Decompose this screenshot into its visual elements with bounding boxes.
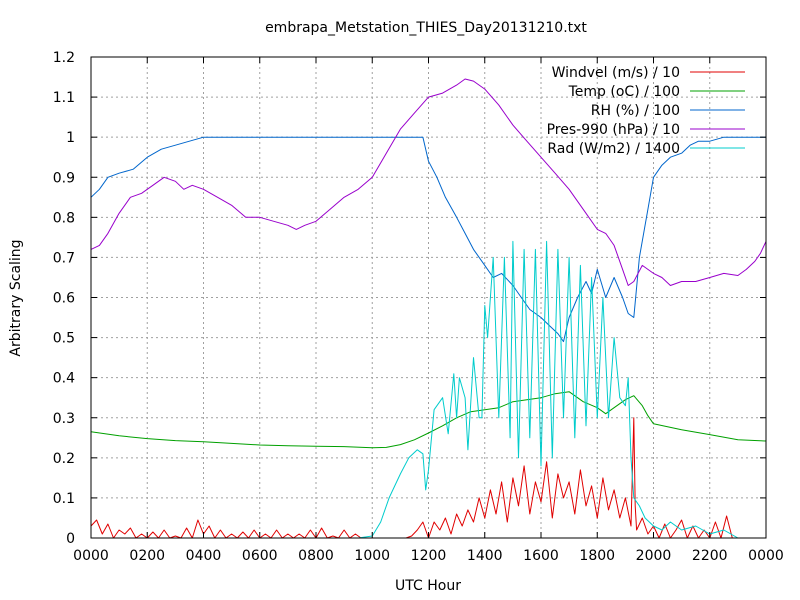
series-line-3 (90, 78, 767, 286)
series-line-0 (90, 417, 766, 539)
legend-label: Temp (oC) / 100 (568, 84, 680, 100)
x-tick-label: 0000 (748, 548, 784, 564)
y-tick-label: 0.8 (53, 210, 75, 226)
x-tick-label: 1000 (354, 548, 390, 564)
y-tick-label: 1.1 (53, 90, 75, 106)
y-tick-label: 0.6 (53, 291, 75, 307)
x-tick-label: 2000 (636, 548, 672, 564)
x-tick-label: 1200 (411, 548, 447, 564)
series-line-2 (90, 136, 766, 343)
series-line-1 (90, 391, 767, 449)
x-tick-label: 1400 (467, 548, 503, 564)
x-tick-label: 2200 (692, 548, 728, 564)
y-tick-label: 0.1 (53, 491, 75, 507)
x-tick-label: 0000 (73, 548, 109, 564)
ticks (90, 56, 767, 539)
series-line-4 (91, 240, 766, 539)
x-axis-label: UTC Hour (395, 578, 461, 594)
tick-labels: 0000 0200 0400 0600 0800 1000 1200 1400 1600 1800… (53, 50, 784, 564)
y-axis-label: Arbitrary Scaling (8, 239, 24, 356)
legend-label: Pres-990 (hPa) / 10 (547, 122, 680, 138)
x-tick-label: 1600 (523, 548, 559, 564)
chart-title: embrapa_Metstation_THIES_Day20131210.txt (265, 20, 587, 36)
y-tick-label: 0 (66, 531, 75, 547)
y-tick-label: 0.4 (53, 371, 75, 387)
y-tick-label: 0.3 (53, 411, 75, 427)
legend-label: Rad (W/m2) / 1400 (547, 141, 680, 157)
y-tick-label: 1.2 (53, 50, 75, 66)
y-tick-label: 1 (66, 130, 75, 146)
y-tick-label: 0.2 (53, 451, 75, 467)
y-tick-label: 0.7 (53, 250, 75, 266)
y-tick-label: 0.9 (53, 170, 75, 186)
series-layer (90, 78, 767, 539)
legend: Windvel (m/s) / 10 Temp (oC) / 100 RH (%) … (547, 65, 745, 157)
x-tick-label: 1800 (579, 548, 615, 564)
x-tick-label: 0200 (129, 548, 165, 564)
x-tick-label: 0600 (242, 548, 278, 564)
y-tick-label: 0.5 (53, 331, 75, 347)
x-tick-label: 0400 (186, 548, 222, 564)
legend-label: RH (%) / 100 (591, 103, 680, 119)
x-tick-label: 0800 (298, 548, 334, 564)
legend-label: Windvel (m/s) / 10 (552, 65, 680, 81)
